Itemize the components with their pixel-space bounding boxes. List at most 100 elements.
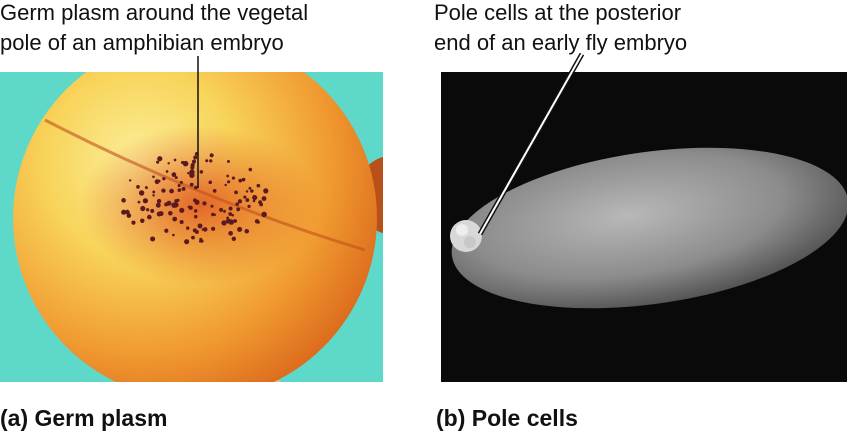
granule bbox=[189, 169, 195, 175]
granule bbox=[226, 174, 230, 178]
caption: (a) Germ plasm bbox=[0, 405, 167, 431]
granule bbox=[261, 196, 267, 201]
granule bbox=[173, 202, 179, 208]
granule bbox=[236, 207, 241, 212]
granule bbox=[121, 209, 127, 215]
granule bbox=[248, 167, 253, 172]
granule bbox=[256, 183, 261, 188]
granule bbox=[179, 180, 183, 184]
granule bbox=[128, 179, 132, 182]
granule bbox=[152, 194, 155, 197]
granule bbox=[156, 211, 162, 217]
annotation: Pole cells at the posterior bbox=[434, 0, 681, 25]
granule bbox=[243, 195, 247, 199]
granule bbox=[227, 160, 230, 163]
granule bbox=[125, 209, 129, 213]
granule bbox=[254, 196, 258, 200]
granule bbox=[211, 226, 216, 231]
granule bbox=[121, 198, 126, 203]
granule bbox=[192, 228, 197, 233]
granule bbox=[256, 220, 260, 224]
granule bbox=[225, 218, 231, 224]
granule bbox=[235, 202, 239, 206]
granule bbox=[205, 159, 209, 163]
granule bbox=[212, 189, 217, 193]
granule bbox=[161, 188, 166, 193]
granule bbox=[172, 233, 175, 237]
granule bbox=[179, 207, 185, 213]
granule bbox=[174, 199, 178, 203]
granule bbox=[131, 220, 136, 225]
granule bbox=[155, 202, 161, 208]
granule bbox=[138, 190, 145, 196]
granule bbox=[181, 186, 186, 191]
granule bbox=[224, 183, 227, 187]
granule bbox=[126, 213, 132, 218]
granule bbox=[237, 199, 243, 204]
granule bbox=[208, 180, 213, 184]
granule bbox=[234, 190, 238, 195]
granule bbox=[174, 176, 178, 180]
granule bbox=[146, 208, 150, 212]
granule bbox=[245, 190, 249, 193]
granule bbox=[252, 199, 256, 203]
granule bbox=[221, 220, 227, 226]
granule bbox=[210, 204, 214, 208]
granule bbox=[228, 212, 233, 216]
granule bbox=[172, 216, 178, 222]
granule bbox=[140, 218, 145, 223]
granule bbox=[227, 180, 231, 184]
granule bbox=[261, 211, 267, 218]
granule bbox=[173, 158, 177, 162]
granule bbox=[231, 236, 237, 241]
granule bbox=[167, 162, 170, 165]
granule bbox=[241, 177, 246, 182]
granule bbox=[144, 186, 148, 190]
granule bbox=[171, 172, 177, 178]
granule bbox=[263, 188, 269, 194]
granule bbox=[147, 214, 152, 220]
granule bbox=[200, 239, 204, 243]
granule bbox=[192, 198, 197, 203]
granule bbox=[211, 212, 215, 217]
granule bbox=[219, 207, 224, 212]
amphibian-embryo-image bbox=[0, 72, 383, 382]
granule bbox=[201, 228, 205, 231]
granule bbox=[191, 159, 197, 164]
granule bbox=[169, 188, 174, 194]
granule bbox=[238, 178, 243, 183]
granule bbox=[152, 190, 156, 194]
granule bbox=[156, 160, 160, 164]
granule bbox=[177, 183, 181, 188]
granule bbox=[186, 226, 190, 230]
granule bbox=[197, 223, 203, 229]
granule bbox=[231, 213, 235, 217]
granule bbox=[226, 216, 229, 220]
granule bbox=[168, 210, 173, 216]
granule bbox=[193, 155, 198, 160]
granule bbox=[177, 188, 182, 192]
granule bbox=[248, 186, 252, 190]
granule bbox=[228, 230, 233, 236]
granule bbox=[136, 185, 140, 189]
granule bbox=[209, 159, 213, 163]
granule bbox=[199, 170, 204, 174]
granule bbox=[209, 153, 214, 158]
granule bbox=[157, 179, 161, 183]
granule bbox=[231, 176, 235, 180]
granule bbox=[247, 204, 251, 209]
granule bbox=[190, 163, 195, 168]
granule bbox=[202, 201, 207, 206]
granule bbox=[152, 175, 155, 179]
granule bbox=[223, 209, 226, 213]
granule bbox=[164, 202, 169, 207]
annotation: pole of an amphibian embryo bbox=[0, 30, 284, 55]
annotation: Germ plasm around the vegetal bbox=[0, 0, 308, 25]
granule bbox=[202, 227, 208, 232]
fly-embryo-image bbox=[441, 72, 847, 382]
granule bbox=[250, 189, 254, 193]
granule bbox=[189, 182, 194, 187]
caption: (b) Pole cells bbox=[436, 405, 578, 431]
